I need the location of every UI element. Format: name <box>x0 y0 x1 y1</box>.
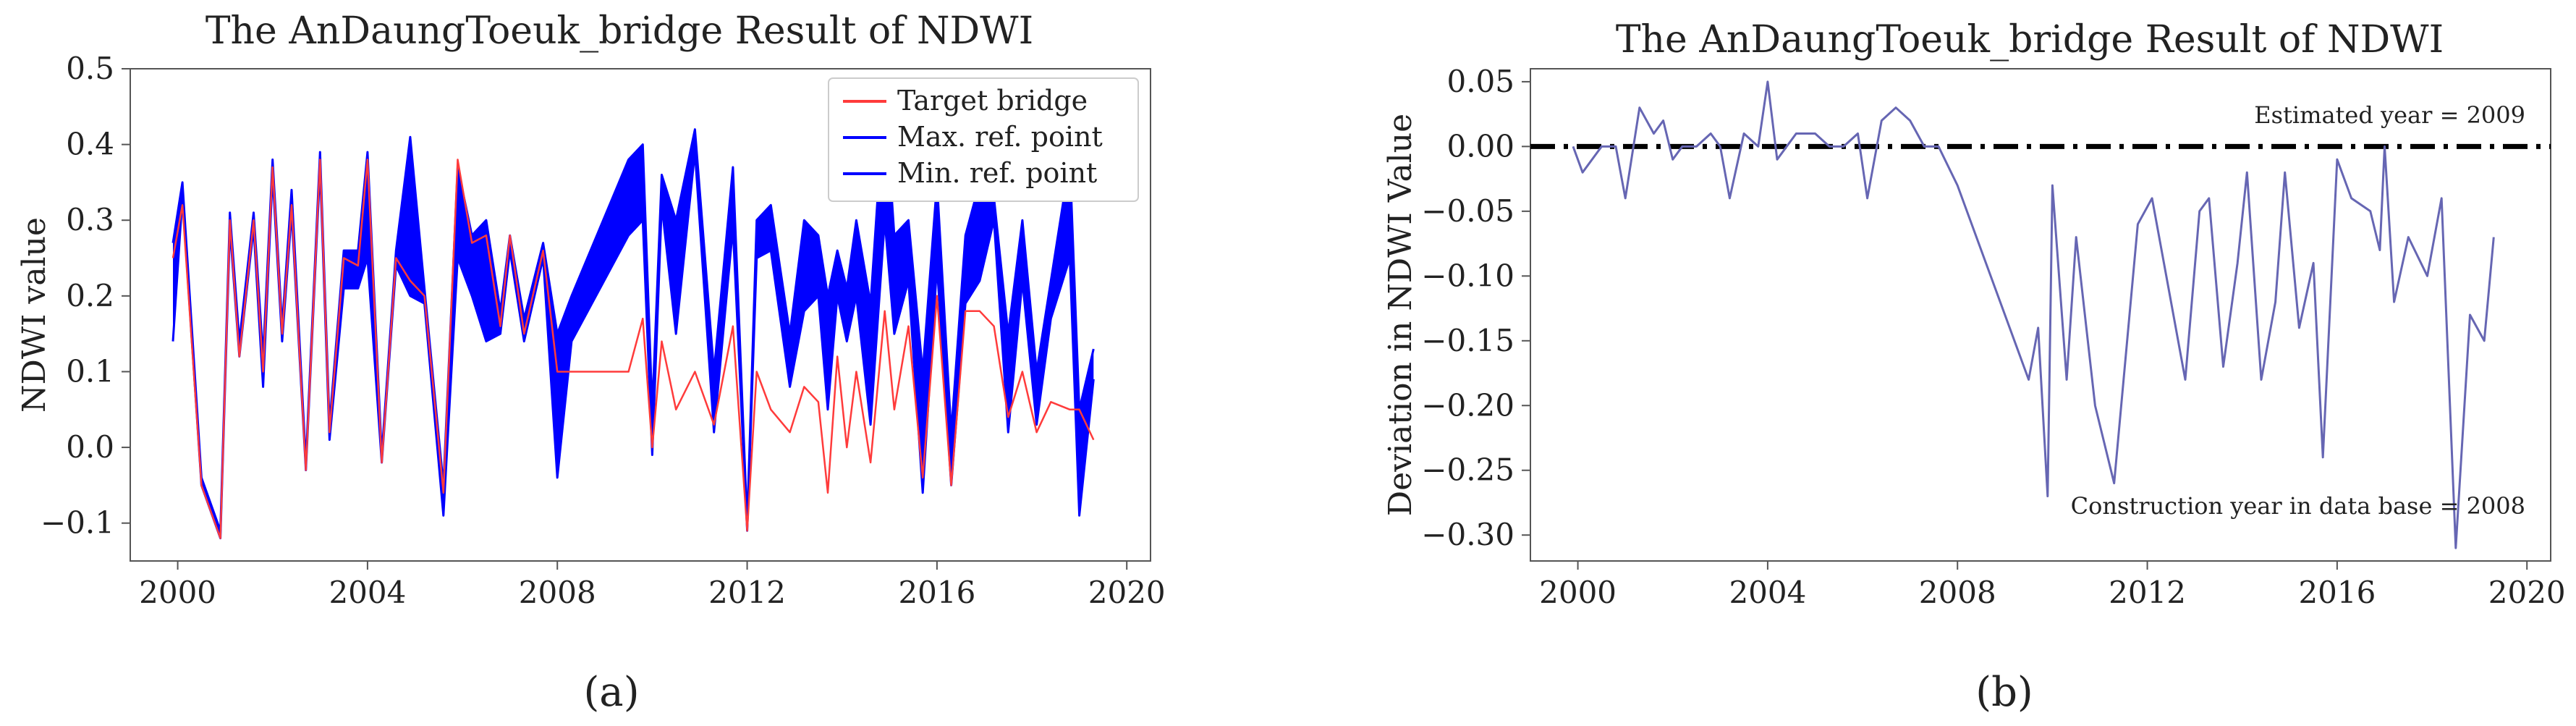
chart-b-xtick-label: 2008 <box>1919 575 1996 610</box>
chart-b-line-series <box>1572 80 2495 549</box>
chart-b-xtick-label: 2012 <box>2109 575 2186 610</box>
chart-b-ytick-label: −0.05 <box>1421 193 1514 229</box>
chart-panel-b: The AnDaungToeuk_bridge Result of NDWI 2… <box>1382 18 2566 716</box>
chart-a-ylabel: NDWI value <box>16 217 53 413</box>
chart-b-ytick-label: −0.15 <box>1421 323 1514 358</box>
chart-b-xtick-label: 2004 <box>1729 575 1806 610</box>
chart-a-ytick-label: −0.1 <box>41 505 114 541</box>
chart-b-title: The AnDaungToeuk_bridge Result of NDWI <box>1616 18 2444 62</box>
panel-label-a: (a) <box>583 669 639 716</box>
legend-box <box>828 77 1139 202</box>
chart-a-ticks: 2000 2004 2008 2012 2016 2020 −0.1 0.0 0.1 0.2 0.3… <box>41 51 1166 610</box>
panel-label-b: (b) <box>1975 669 2033 716</box>
chart-a-plot-area <box>130 68 1151 562</box>
chart-b-ytick-label: 0.00 <box>1446 128 1514 164</box>
chart-b-ytick-label: −0.10 <box>1421 258 1514 293</box>
chart-a-xtick-label: 2020 <box>1088 575 1166 610</box>
chart-b-plot-area <box>1530 68 2551 562</box>
chart-a-legend: Target bridge Max. ref. point Min. ref. … <box>828 77 1139 202</box>
legend-label-max-ref: Max. ref. point <box>897 121 1103 153</box>
chart-b-series <box>1530 80 2551 549</box>
chart-a-ytick-label: 0.2 <box>66 278 114 313</box>
chart-b-ytick-label: −0.20 <box>1421 387 1514 423</box>
chart-a-xtick-label: 2012 <box>708 575 786 610</box>
legend-label-min-ref: Min. ref. point <box>897 157 1097 189</box>
chart-b-xtick-label: 2020 <box>2488 575 2566 610</box>
chart-b-ytick-label: −0.30 <box>1421 517 1514 552</box>
annotation-construction-year: Construction year in data base = 2008 <box>2071 492 2525 520</box>
chart-a-ytick-label: 0.3 <box>66 202 114 237</box>
chart-b-ticks: 2000 2004 2008 2012 2016 2020 0.05 0.00 −0.05 −0.… <box>1421 64 2565 610</box>
chart-panel-a: The AnDaungToeuk_bridge Result of NDWI 2… <box>16 9 1166 716</box>
chart-a-ytick-label: 0.4 <box>66 127 114 162</box>
chart-b-ytick-label: 0.05 <box>1446 64 1514 99</box>
chart-b-ylabel: Deviation in NDWI Value <box>1382 114 1419 516</box>
chart-b-ytick-label: −0.25 <box>1421 452 1514 488</box>
chart-a-ytick-label: 0.1 <box>66 353 114 389</box>
annotation-estimated-year: Estimated year = 2009 <box>2254 101 2525 129</box>
chart-a-xtick-label: 2004 <box>329 575 406 610</box>
chart-a-xtick-label: 2000 <box>139 575 216 610</box>
chart-a-title: The AnDaungToeuk_bridge Result of NDWI <box>206 9 1033 53</box>
chart-a-ref-band <box>173 91 1094 539</box>
chart-a-xtick-label: 2016 <box>898 575 975 610</box>
chart-b-xtick-label: 2000 <box>1539 575 1617 610</box>
legend-label-target-bridge: Target bridge <box>897 85 1088 117</box>
chart-a-ytick-label: 0.5 <box>66 51 114 86</box>
chart-a-xtick-label: 2008 <box>519 575 596 610</box>
chart-b-xtick-label: 2016 <box>2298 575 2376 610</box>
chart-a-line-target-bridge <box>171 159 1095 539</box>
chart-a-series <box>171 90 1095 540</box>
chart-a-ytick-label: 0.0 <box>66 429 114 465</box>
